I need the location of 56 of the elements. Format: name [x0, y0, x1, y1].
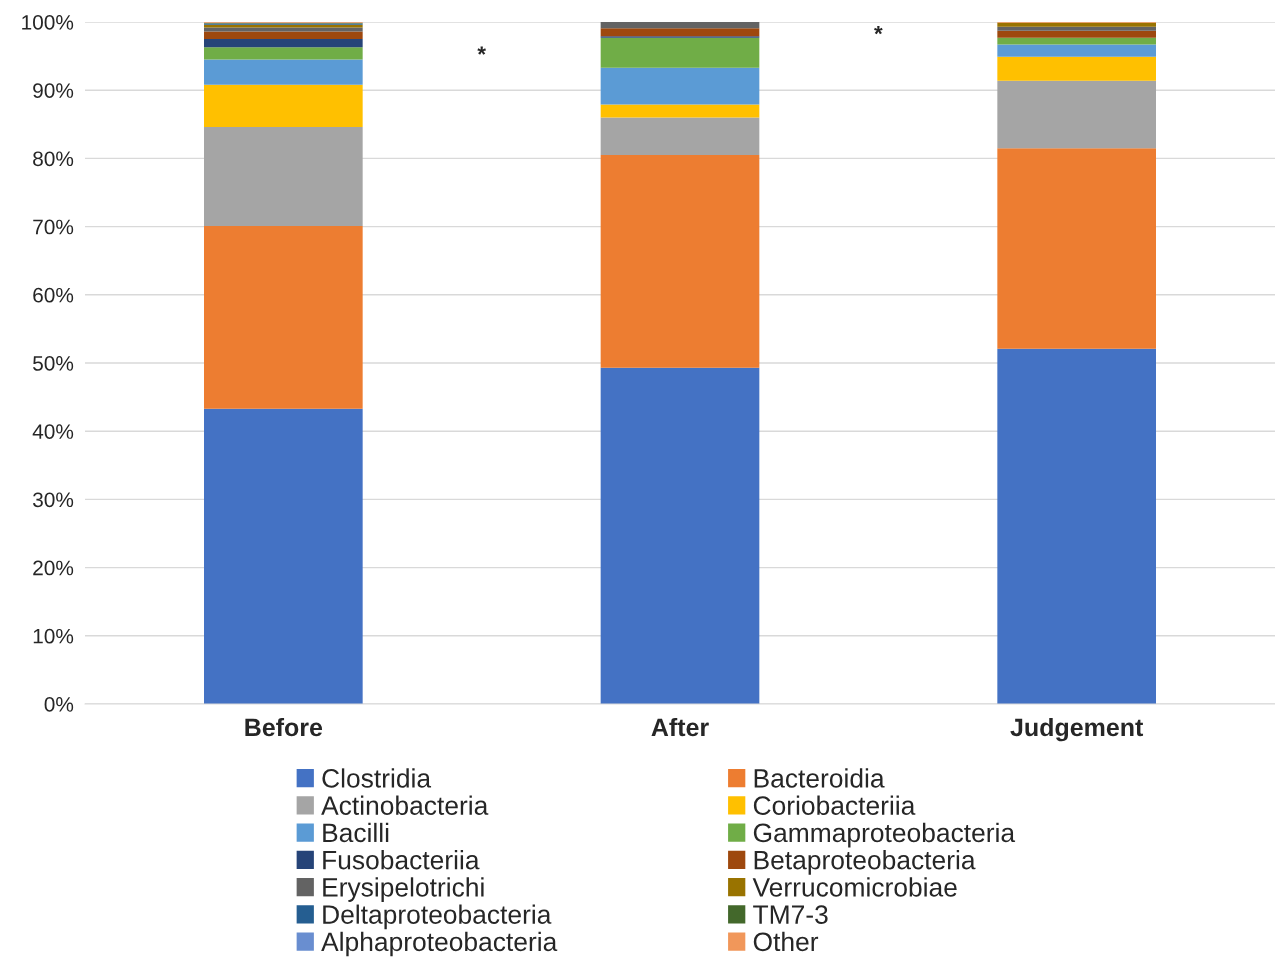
annotation: *: [477, 46, 486, 55]
bar: [600, 37, 760, 68]
legend-label: Bacilli: [323, 822, 389, 843]
y-tick-label: 60%: [33, 287, 74, 303]
y-tick-label: 80%: [33, 151, 74, 167]
bar: [997, 348, 1156, 704]
bar: [204, 47, 363, 60]
bar: [600, 154, 760, 368]
bar: [204, 84, 363, 128]
y-tick-label: 0%: [44, 697, 74, 712]
bar: [204, 225, 363, 409]
bar: [204, 127, 363, 226]
legend-label: Alphaproteobacteria: [321, 931, 558, 957]
x-tick-label: After: [651, 717, 709, 737]
legend-label: Erysipelotrichi: [323, 877, 484, 902]
bar: [997, 56, 1156, 81]
bar: [997, 30, 1156, 38]
bar: [204, 39, 363, 48]
y-tick-label: 10%: [33, 628, 74, 644]
legend-label: Coriobacteriia: [753, 795, 916, 815]
bar: [997, 148, 1156, 349]
y-tick-label: 30%: [32, 492, 74, 508]
bar: [204, 27, 363, 32]
y-tick-label: 90%: [33, 83, 74, 98]
y-tick-label: 20%: [33, 560, 74, 576]
bar: [997, 26, 1156, 31]
legend-label: Fusobacteriia: [323, 850, 480, 870]
annotation: *: [874, 25, 883, 35]
bar: [600, 67, 760, 105]
bar: [997, 44, 1156, 57]
legend-label: Actinobacteria: [321, 795, 489, 815]
legend-label: Deltaproteobacteria: [323, 904, 552, 930]
legend-label: Verrucomicrobiae: [752, 877, 957, 897]
bar: [204, 31, 363, 40]
y-tick-label: 100%: [22, 15, 74, 30]
legend-label: Gammaproteobacteria: [753, 822, 1016, 848]
y-tick-label: 70%: [33, 219, 74, 235]
y-tick-label: 40%: [32, 424, 74, 439]
y-tick-label: 50%: [33, 356, 74, 371]
legend-label: Bacteroidia: [754, 768, 885, 788]
bar: [600, 104, 760, 118]
x-tick-label: Judgement: [1010, 717, 1144, 742]
x-tick-label: Before: [245, 717, 323, 737]
legend-label: Clostridia: [322, 768, 432, 788]
bar: [600, 22, 760, 29]
bar: [204, 59, 363, 85]
bar: [997, 22, 1156, 27]
bar: [997, 80, 1156, 149]
bar: [997, 37, 1156, 45]
legend-label: Betaproteobacteria: [754, 850, 976, 875]
legend-label: TM7-3: [753, 905, 828, 924]
legend-label: Other: [753, 931, 819, 952]
bar: [204, 408, 363, 704]
bar: [600, 367, 760, 704]
bar: [600, 28, 760, 37]
bar: [600, 117, 760, 155]
